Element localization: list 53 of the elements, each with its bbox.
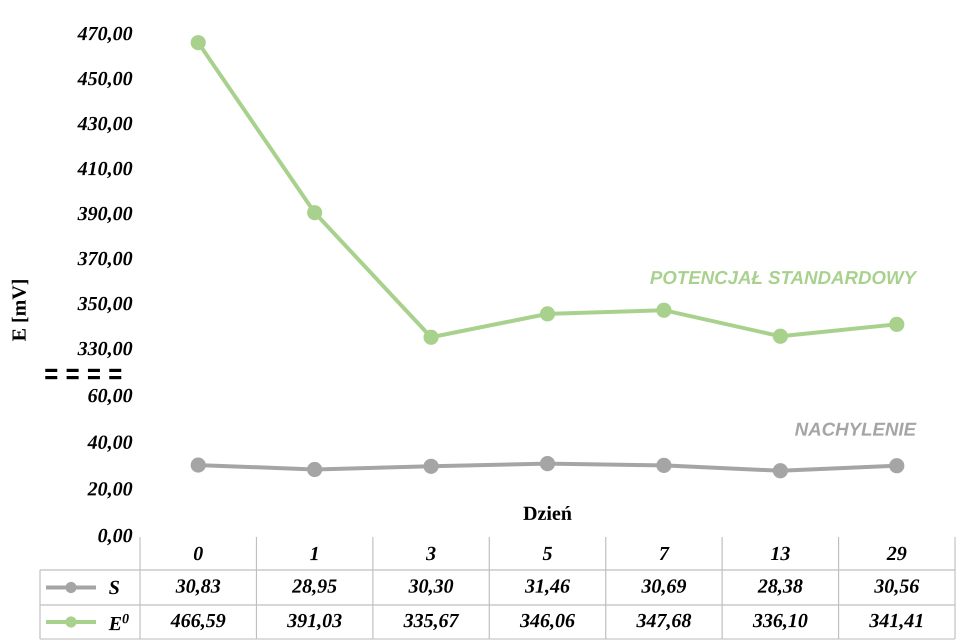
- y-tick-label: 470,00: [77, 27, 132, 44]
- y-tick-label: 430,00: [77, 117, 132, 134]
- y-tick-label: 60,00: [88, 389, 132, 406]
- data-label: 28,38: [758, 580, 803, 596]
- point: [656, 458, 672, 474]
- legend-label: S: [109, 580, 120, 594]
- x-tick-label: 3: [426, 546, 436, 560]
- x-tick-label: 1: [310, 547, 318, 560]
- data-label: 28,95: [292, 580, 337, 596]
- data-label: 30,30: [408, 580, 454, 596]
- data-label: 391,03: [287, 614, 342, 630]
- data-label: 30,56: [874, 580, 920, 596]
- point: [423, 330, 439, 346]
- data-label: 336,10: [752, 614, 808, 630]
- y-tick-label: 410,00: [77, 162, 132, 178]
- y-tick-label: 450,00: [77, 72, 132, 88]
- y-tick-label: 0,00: [98, 529, 132, 546]
- annotation: NACHYLENIE: [795, 422, 917, 436]
- data-label: 466,59: [170, 614, 226, 630]
- x-tick-label: 13: [770, 546, 790, 560]
- x-tick-label: 5: [542, 547, 552, 560]
- y-tick-label: 40,00: [87, 436, 132, 452]
- x-tick-label: 7: [660, 547, 670, 560]
- point: [772, 463, 788, 479]
- y-tick-label: 20,00: [87, 482, 132, 499]
- point: [307, 462, 322, 478]
- point: [540, 456, 556, 472]
- legend-label: E$^{0}$: [108, 614, 129, 630]
- data-label: 346,06: [520, 614, 575, 630]
- point: [190, 35, 206, 50]
- data-label: 31,46: [524, 580, 570, 596]
- point: [540, 306, 556, 322]
- point: [190, 458, 206, 473]
- data-label: 335,67: [403, 614, 460, 630]
- y-tick-label: 330,00: [77, 342, 132, 358]
- x-tick-label: 0: [194, 546, 203, 560]
- point: [889, 458, 904, 474]
- data-label: 347,68: [636, 614, 692, 630]
- x-axis-title: Dzień: [523, 506, 572, 520]
- y-tick-label: 390,00: [77, 207, 132, 224]
- y-axis-title: E [mV]: [12, 280, 28, 342]
- y-tick-label: 370,00: [77, 252, 132, 268]
- annotation: POTENCJAŁ STANDARDOWY: [650, 271, 918, 284]
- point: [772, 328, 788, 344]
- point: [423, 458, 439, 474]
- data-label: 341,41: [869, 614, 922, 630]
- point: [889, 316, 904, 332]
- y-tick-label: 350,00: [77, 297, 132, 314]
- point: [656, 302, 672, 318]
- data-label: 30,69: [641, 580, 686, 596]
- x-tick-label: 29: [886, 546, 906, 560]
- data-label: 30,83: [176, 580, 220, 596]
- point: [307, 205, 322, 220]
